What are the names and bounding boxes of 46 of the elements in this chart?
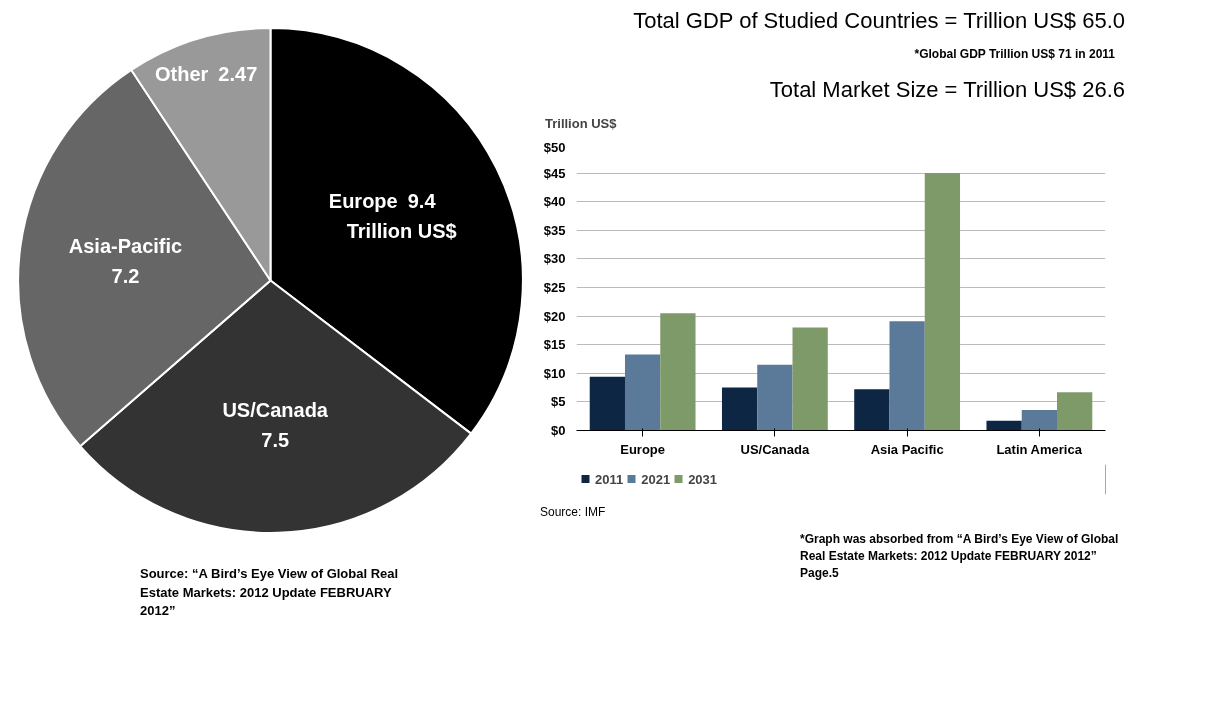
y-tick-label: $45 xyxy=(543,165,566,181)
legend-label: 2031 xyxy=(688,471,718,487)
source-note: Source: IMF xyxy=(540,503,606,521)
bar xyxy=(721,387,758,431)
text: Trillion US$ xyxy=(346,220,457,243)
slice-label: Asia-Pacific xyxy=(68,234,183,257)
y-tick-label: $5 xyxy=(551,393,566,409)
y-tick-label: $25 xyxy=(543,279,566,295)
text: Total Market Size = Trillion US$ 26.6 xyxy=(769,75,1125,104)
bar xyxy=(986,420,1022,431)
bar xyxy=(624,353,661,431)
legend-label: 2021 xyxy=(641,471,671,487)
legend-label: 2011 xyxy=(595,471,624,487)
y-tick-label: $50 xyxy=(543,139,566,155)
y-tick-label: $20 xyxy=(543,308,566,324)
x-tick-label: US/Canada xyxy=(740,441,810,457)
source-note: Source: “A Bird’s Eye View of Global Real Estate Markets: 2012 Update FEBRUARY 2012” xyxy=(140,565,400,621)
bar xyxy=(1057,391,1093,431)
chart-title: Total GDP of Studied Countries = Trillion US$ 65.0 xyxy=(633,7,1125,35)
y-tick-label: $35 xyxy=(543,222,566,238)
y-tick-label: $40 xyxy=(543,193,566,209)
y-tick-label: $30 xyxy=(543,250,566,266)
slice-label: US/Canada xyxy=(222,399,329,422)
x-tick-label: Europe xyxy=(620,441,666,457)
text: *Graph was absorbed from “A Bird’s Eye View of Global Real Estate Markets: 2012 Update FEBRUARY 2012” Page.5 xyxy=(800,530,1120,582)
x-tick-label: Asia Pacific xyxy=(870,441,944,457)
x-tick-label: Latin America xyxy=(996,441,1083,457)
y-tick-label: $0 xyxy=(551,422,566,438)
bar xyxy=(854,388,890,431)
chart-subtitle: *Global GDP Trillion US$ 71 in 2011 xyxy=(914,46,1115,64)
y-axis-title: Trillion US$ xyxy=(545,115,617,133)
bar xyxy=(792,327,828,431)
data-label: 7.5 xyxy=(261,429,290,452)
bar xyxy=(757,364,793,431)
bar xyxy=(924,172,961,431)
bar xyxy=(1021,409,1058,431)
data-label: 9.4 xyxy=(407,190,437,213)
y-tick-label: $15 xyxy=(543,336,566,352)
y-tick-label: $10 xyxy=(543,365,566,381)
slice-label: Europe xyxy=(328,190,398,213)
bar xyxy=(589,376,625,431)
bar xyxy=(889,320,925,431)
slice-label: Other xyxy=(155,62,209,85)
data-label: 7.2 xyxy=(111,264,140,287)
data-label: 2.47 xyxy=(218,62,258,85)
bar xyxy=(660,312,696,431)
